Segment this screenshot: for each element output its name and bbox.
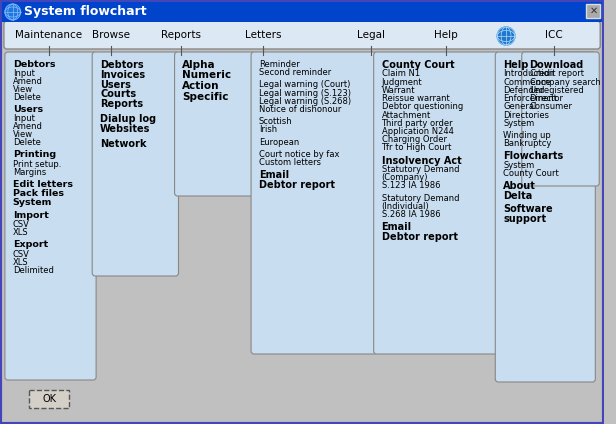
Text: Export: Export [13,240,48,249]
Text: Numeric: Numeric [182,70,232,81]
Text: Print setup.: Print setup. [13,159,61,169]
Text: Irish: Irish [259,126,277,134]
FancyBboxPatch shape [174,52,255,196]
Text: Claim N1: Claim N1 [381,70,419,78]
Text: Company search: Company search [530,78,601,86]
Text: Tfr to High Court: Tfr to High Court [381,143,452,152]
Text: Reminder: Reminder [259,60,299,69]
Text: Debtors: Debtors [13,60,55,69]
Text: System: System [503,161,535,170]
Text: Help: Help [434,30,458,40]
Text: Software: Software [503,204,553,214]
Text: Amend: Amend [13,123,43,131]
Text: Edit letters: Edit letters [13,180,73,189]
Text: Delta: Delta [503,191,532,201]
Text: Attachment: Attachment [381,111,431,120]
Text: County Court: County Court [503,169,559,178]
Text: Application N244: Application N244 [381,127,453,136]
Text: Introduction: Introduction [503,70,554,78]
Text: Warrant: Warrant [381,86,415,95]
Text: Printing: Printing [13,151,56,159]
Text: Credit report: Credit report [530,70,583,78]
Text: View: View [13,85,33,94]
Text: Charging Order: Charging Order [381,135,447,144]
FancyBboxPatch shape [522,52,599,186]
FancyBboxPatch shape [5,52,96,380]
Text: Reports: Reports [161,30,201,40]
Circle shape [5,4,20,20]
Text: Invoices: Invoices [100,70,145,80]
Text: Statutory Demand: Statutory Demand [381,194,459,203]
Text: CSV: CSV [13,220,30,229]
Text: Input: Input [13,114,34,123]
Text: Dialup log: Dialup log [100,114,156,124]
Text: System flowchart: System flowchart [23,6,146,19]
Text: (Company): (Company) [381,173,428,182]
Text: Flowcharts: Flowcharts [503,151,564,161]
Text: Statutory Demand: Statutory Demand [381,165,459,174]
Text: Email: Email [381,222,411,232]
Text: XLS: XLS [13,258,28,267]
Text: Debtor report: Debtor report [381,232,458,242]
Text: Delimited: Delimited [13,265,54,275]
Text: Debtor questioning: Debtor questioning [381,102,463,112]
Text: System: System [503,119,535,128]
Text: View: View [13,131,33,139]
Text: Enforcement: Enforcement [503,94,557,103]
Text: XLS: XLS [13,229,28,237]
Text: Director: Director [530,94,564,103]
Text: Delete: Delete [13,93,41,102]
Text: Scottish: Scottish [259,117,293,126]
FancyBboxPatch shape [374,52,499,354]
Text: System: System [13,198,52,207]
FancyBboxPatch shape [92,52,179,276]
Text: S.268 IA 1986: S.268 IA 1986 [381,210,440,219]
Text: General: General [503,102,537,112]
FancyBboxPatch shape [4,21,600,49]
FancyBboxPatch shape [586,4,600,18]
Text: Legal warning (Court): Legal warning (Court) [259,81,351,89]
Text: Websites: Websites [100,124,150,134]
Text: Users: Users [100,80,131,89]
Text: ✕: ✕ [590,6,598,16]
Text: S.123 IA 1986: S.123 IA 1986 [381,181,440,190]
Text: Debtors: Debtors [100,60,144,70]
Text: Pack files: Pack files [13,189,63,198]
Text: Input: Input [13,69,34,78]
Text: Letters: Letters [245,30,281,40]
Text: Third party order: Third party order [381,119,453,128]
Text: ICC: ICC [545,30,563,40]
Text: Maintenance: Maintenance [15,30,83,40]
Text: Users: Users [13,105,43,114]
Text: Download: Download [530,60,584,70]
Text: Directories: Directories [503,111,549,120]
Text: European: European [259,138,299,147]
Text: Second reminder: Second reminder [259,68,331,77]
FancyBboxPatch shape [251,52,376,354]
Text: Debtor report: Debtor report [259,180,335,190]
Text: Notice of dishonour: Notice of dishonour [259,105,341,114]
Text: Legal: Legal [357,30,385,40]
FancyBboxPatch shape [30,390,68,408]
Text: Reports: Reports [100,99,143,109]
Text: Commence: Commence [503,78,551,86]
Text: Alpha: Alpha [182,60,216,70]
Text: Margins: Margins [13,167,46,177]
Text: Help: Help [503,60,529,70]
Text: Amend: Amend [13,77,43,86]
Text: Defended: Defended [503,86,545,95]
Text: Reissue warrant: Reissue warrant [381,94,449,103]
Text: Insolvency Act: Insolvency Act [381,156,461,165]
Text: Legal warning (S.268): Legal warning (S.268) [259,97,351,106]
Text: (Individual): (Individual) [381,202,429,211]
Text: support: support [503,214,546,224]
Text: Court notice by fax: Court notice by fax [259,150,339,159]
Text: Judgment: Judgment [381,78,422,86]
Text: Email: Email [259,170,289,180]
Text: Legal warning (S.123): Legal warning (S.123) [259,89,351,98]
Text: Delete: Delete [13,138,41,148]
Text: Bankruptcy: Bankruptcy [503,139,551,148]
Text: Import: Import [13,211,49,220]
Text: Courts: Courts [100,89,136,99]
